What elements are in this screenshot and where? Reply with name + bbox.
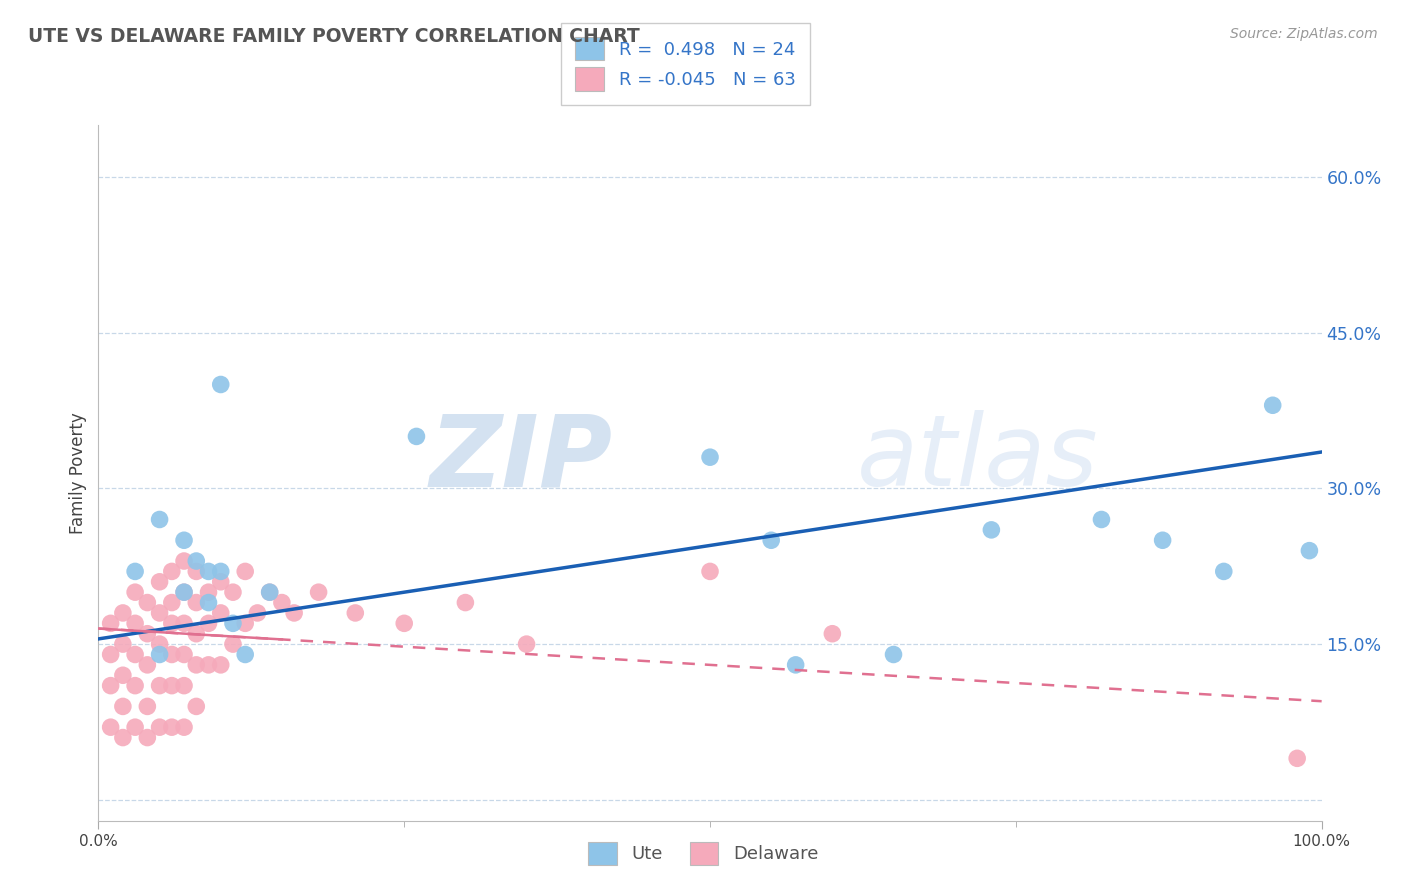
Point [160,720,183,734]
Text: Source: ZipAtlas.com: Source: ZipAtlas.com [1230,27,1378,41]
Point [136,626,159,640]
Point [149,648,172,662]
Point [186,565,208,579]
Point [308,585,330,599]
Point [111,699,134,714]
Point [233,648,256,662]
Point [222,637,245,651]
Point [1152,533,1174,548]
Y-axis label: Family Poverty: Family Poverty [69,412,87,533]
Point [197,565,219,579]
Point [100,616,122,631]
Point [209,565,232,579]
Point [149,679,172,693]
Point [1090,512,1112,526]
Point [149,637,172,651]
Point [111,606,134,620]
Point [149,512,172,526]
Point [173,720,195,734]
Point [160,616,183,631]
Point [883,648,905,662]
Point [1212,565,1234,579]
Point [259,585,281,599]
Point [209,574,232,589]
Point [111,731,134,745]
Point [1261,398,1284,412]
Point [270,596,294,610]
Point [209,657,232,672]
Point [124,648,146,662]
Point [197,596,219,610]
Point [1298,543,1320,558]
Point [111,668,134,682]
Point [699,565,721,579]
Point [209,606,232,620]
Point [124,616,146,631]
Point [283,606,305,620]
Point [136,596,159,610]
Point [124,565,146,579]
Point [197,616,219,631]
Point [124,585,146,599]
Legend: R =  0.498   N = 24, R = -0.045   N = 63: R = 0.498 N = 24, R = -0.045 N = 63 [561,22,810,105]
Point [197,657,219,672]
Point [222,616,245,631]
Point [699,450,721,465]
Point [111,637,134,651]
Point [149,606,172,620]
Point [173,533,195,548]
Point [405,429,427,443]
Point [173,554,195,568]
Point [136,731,159,745]
Point [100,679,122,693]
Point [344,606,367,620]
Point [186,596,208,610]
Point [980,523,1002,537]
Point [1286,751,1309,765]
Point [821,626,844,640]
Point [197,585,219,599]
Point [100,648,122,662]
Point [222,585,245,599]
Text: UTE VS DELAWARE FAMILY POVERTY CORRELATION CHART: UTE VS DELAWARE FAMILY POVERTY CORRELATI… [28,27,640,45]
Point [124,720,146,734]
Point [173,648,195,662]
Point [785,657,807,672]
Point [136,657,159,672]
Point [515,637,537,651]
Point [173,616,195,631]
Point [160,565,183,579]
Point [246,606,269,620]
Point [149,574,172,589]
Point [124,679,146,693]
Text: ZIP: ZIP [429,410,612,508]
Point [186,554,208,568]
Point [259,585,281,599]
Legend: Ute, Delaware: Ute, Delaware [579,833,827,874]
Point [761,533,783,548]
Point [186,699,208,714]
Point [173,585,195,599]
Point [173,679,195,693]
Point [160,648,183,662]
Point [136,699,159,714]
Point [173,585,195,599]
Point [160,596,183,610]
Point [160,679,183,693]
Point [100,720,122,734]
Point [186,626,208,640]
Point [186,657,208,672]
Point [233,565,256,579]
Point [392,616,416,631]
Text: atlas: atlas [856,410,1098,508]
Point [454,596,477,610]
Point [149,720,172,734]
Point [209,377,232,392]
Point [233,616,256,631]
